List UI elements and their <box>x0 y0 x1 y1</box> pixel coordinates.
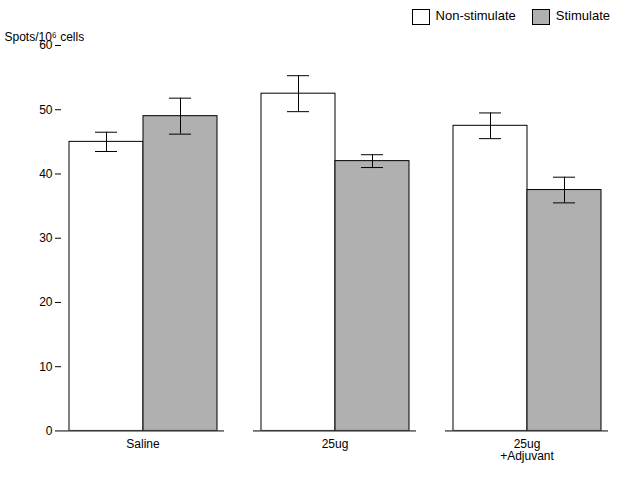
svg-text:25ug: 25ug <box>322 437 349 451</box>
svg-text:Saline: Saline <box>126 437 160 451</box>
svg-text:10: 10 <box>39 359 53 373</box>
svg-text:60: 60 <box>39 37 53 52</box>
svg-text:20: 20 <box>39 295 53 309</box>
svg-text:Spots/10⁶ cells: Spots/10⁶ cells <box>5 30 85 44</box>
html-text:Stimulate: Stimulate <box>555 8 610 23</box>
html-text:Non-stimulate: Non-stimulate <box>435 8 516 23</box>
svg-text:50: 50 <box>39 102 53 116</box>
svg-text:25ug+Adjuvant: 25ug+Adjuvant <box>500 437 554 463</box>
svg-text:40: 40 <box>39 166 53 180</box>
svg-text:0: 0 <box>46 423 53 437</box>
svg-text:30: 30 <box>39 231 53 245</box>
